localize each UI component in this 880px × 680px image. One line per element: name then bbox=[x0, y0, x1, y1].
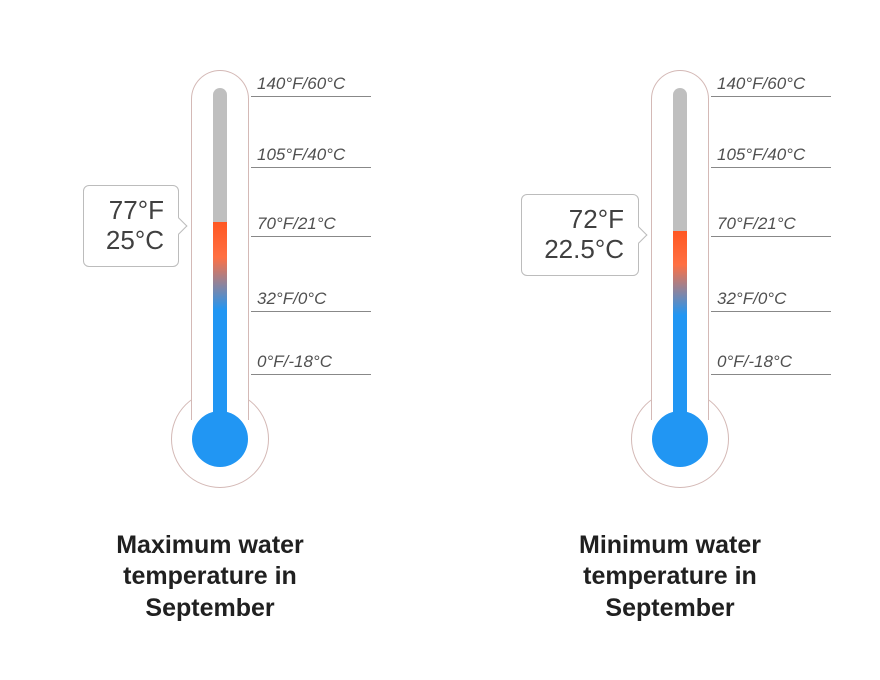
value-callout: 72°F 22.5°C bbox=[521, 194, 639, 276]
scale-tick-label: 32°F/0°C bbox=[717, 289, 786, 311]
value-celsius: 22.5°C bbox=[536, 235, 624, 265]
value-fahrenheit: 77°F bbox=[98, 196, 164, 226]
scale-tick bbox=[711, 96, 831, 97]
scale-tick-label: 0°F/-18°C bbox=[257, 352, 332, 374]
mercury-fill bbox=[213, 222, 227, 418]
value-callout: 77°F 25°C bbox=[83, 185, 179, 267]
caption: Minimum water temperature in September bbox=[540, 530, 800, 624]
scale-tick-label: 70°F/21°C bbox=[257, 214, 336, 236]
scale-tick-label: 0°F/-18°C bbox=[717, 352, 792, 374]
thermometer-graphic: 140°F/60°C 105°F/40°C 70°F/21°C 32°F/0°C 0°F… bbox=[25, 70, 395, 500]
thermometer-min: 140°F/60°C 105°F/40°C 70°F/21°C 32°F/0°C 0°F… bbox=[485, 70, 855, 624]
bulb-fill bbox=[652, 411, 708, 467]
caption: Maximum water temperature in September bbox=[80, 530, 340, 624]
scale-tick bbox=[251, 374, 371, 375]
scale-tick bbox=[711, 374, 831, 375]
mercury-fill bbox=[673, 231, 687, 418]
bulb-fill bbox=[192, 411, 248, 467]
scale-tick bbox=[251, 167, 371, 168]
value-fahrenheit: 72°F bbox=[536, 205, 624, 235]
thermometer-max: 140°F/60°C 105°F/40°C 70°F/21°C 32°F/0°C 0°F… bbox=[25, 70, 395, 624]
scale-tick-label: 105°F/40°C bbox=[257, 145, 345, 167]
scale-tick-label: 140°F/60°C bbox=[257, 74, 345, 96]
scale-tick bbox=[251, 311, 371, 312]
scale-tick-label: 32°F/0°C bbox=[257, 289, 326, 311]
value-celsius: 25°C bbox=[98, 226, 164, 256]
scale-tick-label: 105°F/40°C bbox=[717, 145, 805, 167]
scale-tick-label: 70°F/21°C bbox=[717, 214, 796, 236]
mercury-track bbox=[673, 88, 687, 418]
scale-tick bbox=[251, 96, 371, 97]
scale-tick-label: 140°F/60°C bbox=[717, 74, 805, 96]
scale-tick bbox=[251, 236, 371, 237]
scale-tick bbox=[711, 236, 831, 237]
scale-tick bbox=[711, 167, 831, 168]
scale-tick bbox=[711, 311, 831, 312]
mercury-track bbox=[213, 88, 227, 418]
thermometer-graphic: 140°F/60°C 105°F/40°C 70°F/21°C 32°F/0°C 0°F… bbox=[485, 70, 855, 500]
callout-arrow-icon bbox=[171, 217, 188, 234]
callout-arrow-icon bbox=[631, 226, 648, 243]
